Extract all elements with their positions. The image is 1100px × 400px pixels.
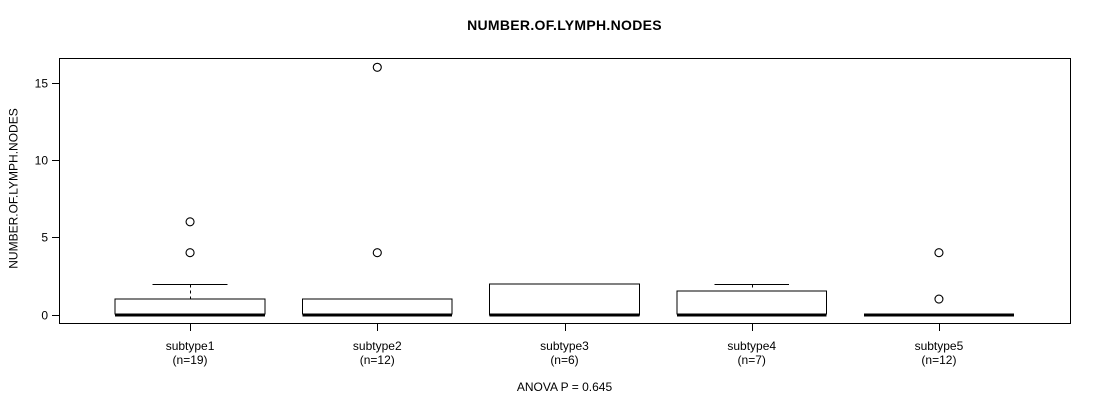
plot-frame [59, 58, 1071, 324]
outlier-point [372, 62, 382, 72]
anova-p-annotation: ANOVA P = 0.645 [516, 380, 613, 394]
x-category-label: subtype5 [915, 339, 964, 353]
x-category-label: subtype2 [353, 339, 402, 353]
x-category-sublabel: (n=6) [550, 353, 578, 367]
outlier-point [185, 248, 195, 258]
y-tick-label: 0 [41, 309, 48, 323]
y-tick-label: 10 [35, 154, 49, 168]
iqr-box [114, 298, 266, 315]
y-tick-label: 5 [41, 231, 48, 245]
x-category-sublabel: (n=7) [738, 353, 766, 367]
y-tick-label: 15 [35, 77, 49, 91]
chart-title: NUMBER.OF.LYMPH.NODES [467, 17, 662, 33]
x-category-sublabel: (n=19) [173, 353, 208, 367]
box-group-subtype1: subtype1(n=19) [114, 217, 266, 367]
iqr-box [301, 298, 453, 315]
x-category-label: subtype1 [166, 339, 215, 353]
box-group-subtype2: subtype2(n=12) [301, 62, 453, 367]
box-group-subtype4: subtype4(n=7) [676, 284, 828, 367]
iqr-box [489, 283, 640, 316]
outlier-point [372, 248, 382, 258]
box-group-subtype5: subtype5(n=12) [864, 248, 1014, 367]
x-category-label: subtype4 [727, 339, 776, 353]
outlier-point [934, 294, 944, 304]
y-axis: 0 5 10 15 [35, 77, 59, 323]
x-category-sublabel: (n=12) [921, 353, 956, 367]
x-category-label: subtype3 [540, 339, 589, 353]
box-group-subtype3: subtype3(n=6) [489, 283, 640, 367]
outlier-point [934, 248, 944, 258]
iqr-box [676, 290, 828, 315]
x-category-sublabel: (n=12) [360, 353, 395, 367]
outlier-point [185, 217, 195, 227]
